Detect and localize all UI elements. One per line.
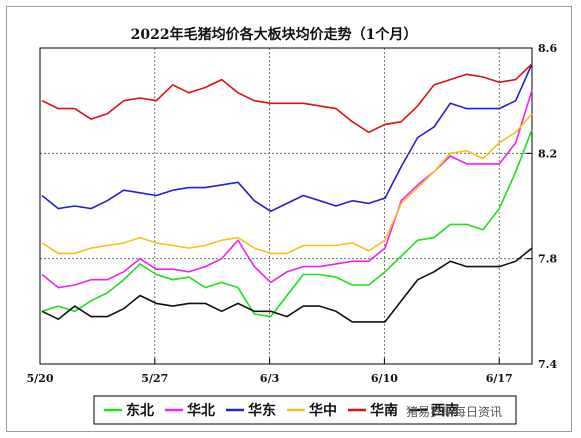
legend-label: 华北 (187, 402, 215, 419)
series-line-6 (41, 247, 533, 323)
x-tick-label: 6/3 (260, 372, 279, 385)
series-line-2 (41, 89, 533, 289)
x-tick-label: 6/10 (371, 372, 398, 385)
x-tick-label: 6/17 (486, 372, 513, 385)
chart-title: 2022年毛猪均价各大板块均价走势（1个月） (131, 26, 418, 43)
legend-label: 西南 (431, 402, 459, 419)
series-lines (41, 63, 533, 323)
series-line-3 (41, 63, 533, 213)
x-tick-label: 5/27 (141, 372, 168, 385)
legend: 东北 华北 华东 华中 华南 西南 (104, 402, 459, 419)
legend-label: 华中 (309, 402, 337, 419)
series-line-4 (41, 113, 533, 255)
watermark: 猪易罗斯每日资讯 (406, 404, 502, 419)
x-axis: 5/20 5/27 6/3 6/10 6/17 (27, 358, 513, 385)
series-line-5 (41, 63, 533, 134)
legend-label: 华南 (370, 402, 398, 419)
y-tick-label: 7.4 (538, 358, 557, 371)
plot-area (39, 47, 533, 365)
x-tick-label: 5/20 (27, 372, 54, 385)
y-tick-label: 8.2 (538, 147, 557, 160)
legend-label: 华东 (248, 402, 276, 419)
chart-frame (6, 6, 572, 432)
y-tick-label: 8.6 (538, 42, 557, 55)
y-axis: 7.4 7.8 8.2 8.6 (526, 42, 557, 371)
y-tick-label: 7.8 (538, 253, 557, 266)
legend-label: 东北 (126, 402, 154, 419)
series-line-1 (41, 129, 533, 318)
